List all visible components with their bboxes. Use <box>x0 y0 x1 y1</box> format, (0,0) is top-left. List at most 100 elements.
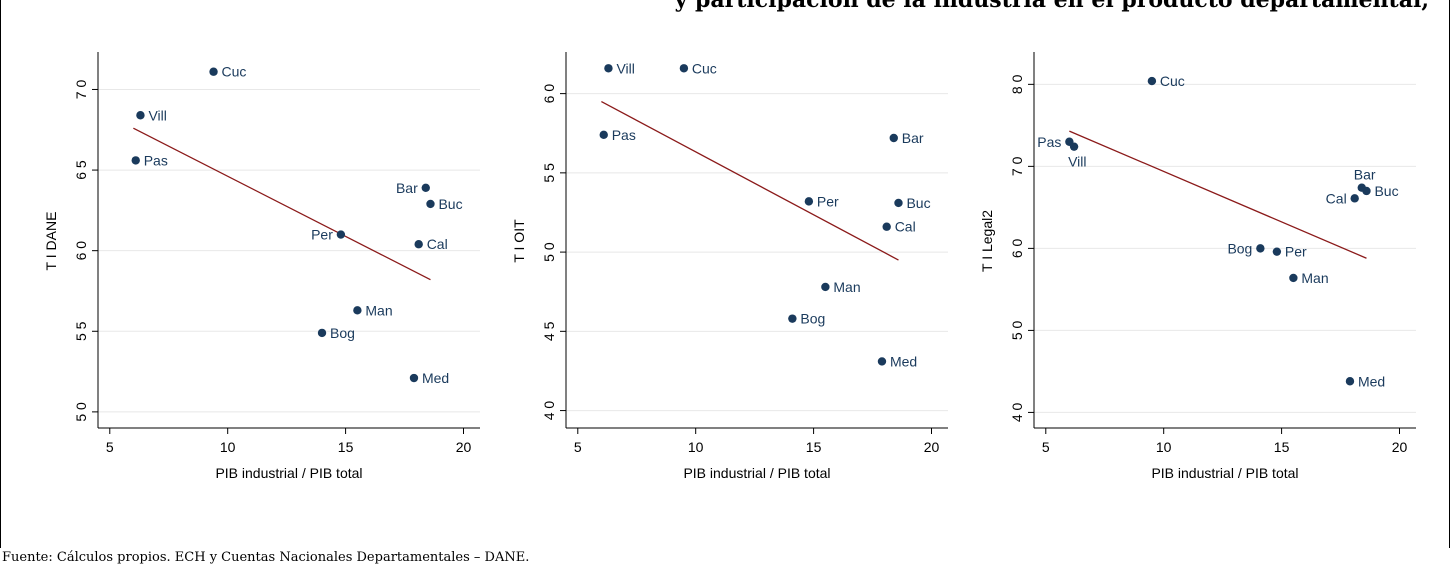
x-tick-label: 10 <box>688 439 704 455</box>
scatter-panel-3: 4 0 5 0 6 0 7 0 8 0 5 10 15 20 T I Legal2 PIB indu… <box>958 20 1423 515</box>
data-point-cal <box>414 240 423 249</box>
y-axis-title: T I DANE <box>43 212 59 271</box>
x-tick-label: 10 <box>1156 439 1172 455</box>
data-point-cal <box>882 222 891 231</box>
point-label: Pas <box>1037 134 1061 150</box>
fit-line <box>133 127 431 281</box>
y-tick-label: 6 0 <box>73 241 89 261</box>
fit-line <box>1069 130 1367 259</box>
fit-line <box>601 100 899 261</box>
y-axis-title: T I OIT <box>511 219 527 263</box>
point-label: Per <box>1285 244 1307 260</box>
point-label: Buc <box>1374 183 1398 199</box>
x-axis-title: PIB industrial / PIB total <box>1151 465 1298 481</box>
panel-background <box>22 20 487 515</box>
x-tick-label: 15 <box>1274 439 1290 455</box>
point-label: Bar <box>1354 167 1376 183</box>
y-tick-label: 6 0 <box>1009 238 1025 258</box>
data-point-vill <box>136 111 145 120</box>
data-point-med <box>1345 377 1355 386</box>
x-tick-label: 10 <box>220 439 236 455</box>
y-tick-label: 6 0 <box>541 84 557 104</box>
y-axis-title: T I Legal2 <box>979 210 995 272</box>
point-label: Man <box>1301 270 1328 286</box>
data-point-vill <box>1069 142 1079 151</box>
point-label: Bar <box>396 180 418 196</box>
point-label: Man <box>833 279 860 295</box>
scatter-panels: 5 0 5 5 6 0 6 5 7 0 5 10 15 20 T I DANE PIB indust… <box>22 20 1423 515</box>
data-point-cuc <box>679 64 689 73</box>
x-tick-label: 15 <box>806 439 822 455</box>
data-point-bog <box>788 314 797 323</box>
data-point-bar <box>421 183 430 193</box>
x-tick-label: 20 <box>1392 439 1408 455</box>
point-label: Med <box>422 370 449 386</box>
point-label: Pas <box>144 152 168 168</box>
point-label: Bar <box>902 130 924 146</box>
point-label: Cuc <box>692 60 717 76</box>
data-point-vill <box>604 64 613 73</box>
point-label: Med <box>890 353 917 369</box>
point-label: Man <box>365 302 392 318</box>
panel-background <box>958 20 1423 515</box>
point-label: Cal <box>427 236 448 252</box>
data-point-buc <box>426 199 435 209</box>
data-point-med <box>409 373 419 383</box>
data-point-man <box>1289 273 1298 283</box>
data-point-med <box>877 357 887 366</box>
point-label: Cuc <box>222 64 247 80</box>
data-point-cuc <box>209 67 218 76</box>
x-tick-label: 5 <box>106 439 114 455</box>
y-tick-label: 4 0 <box>1009 402 1025 422</box>
source-footnote: Fuente: Cálculos propios. ECH y Cuentas … <box>2 550 530 565</box>
point-label: Vill <box>1068 154 1086 170</box>
data-point-bar <box>889 133 898 143</box>
data-point-buc <box>1362 186 1371 196</box>
figure-frame <box>0 0 1450 548</box>
x-tick-label: 20 <box>456 439 472 455</box>
data-point-per <box>336 230 346 239</box>
data-point-pas <box>599 130 608 140</box>
y-tick-label: 5 5 <box>73 321 89 341</box>
x-axis-title: PIB industrial / PIB total <box>683 465 830 481</box>
data-point-bog <box>1256 244 1265 253</box>
y-tick-label: 5 5 <box>541 163 557 183</box>
scatter-panel-2: 4 0 4 5 5 0 5 5 6 0 5 10 15 20 T I OIT PIB industr… <box>490 20 955 515</box>
point-label: Vill <box>616 60 634 76</box>
data-point-cuc <box>1147 76 1157 86</box>
page-title: y participación de la industria en el pr… <box>674 0 1429 13</box>
point-label: Pas <box>612 127 636 143</box>
x-tick-label: 20 <box>924 439 940 455</box>
data-point-cal <box>1350 194 1359 203</box>
y-tick-label: 5 0 <box>541 242 557 262</box>
point-label: Bog <box>330 325 355 341</box>
data-point-buc <box>894 198 903 208</box>
point-label: Med <box>1358 373 1385 389</box>
data-point-per <box>1272 247 1282 256</box>
data-point-pas <box>131 156 140 165</box>
y-tick-label: 8 0 <box>1009 74 1025 94</box>
point-label: Cuc <box>1160 73 1185 89</box>
scatter-panel-1: 5 0 5 5 6 0 6 5 7 0 5 10 15 20 T I DANE PIB indust… <box>22 20 487 515</box>
y-tick-label: 5 0 <box>1009 320 1025 340</box>
y-tick-label: 7 0 <box>1009 156 1025 176</box>
panel-background <box>490 20 955 515</box>
y-tick-label: 5 0 <box>73 402 89 422</box>
point-label: Bog <box>1227 240 1252 256</box>
data-point-per <box>804 197 814 206</box>
x-tick-label: 5 <box>574 439 582 455</box>
data-point-bog <box>317 328 327 338</box>
x-axis-title: PIB industrial / PIB total <box>215 465 362 481</box>
data-point-man <box>353 306 362 315</box>
x-tick-label: 5 <box>1042 439 1050 455</box>
point-label: Buc <box>906 195 930 211</box>
point-label: Per <box>817 193 839 209</box>
point-label: Cal <box>895 219 916 235</box>
y-tick-label: 4 0 <box>541 401 557 421</box>
point-label: Per <box>311 227 333 243</box>
point-label: Bog <box>800 311 825 327</box>
y-tick-label: 6 5 <box>73 160 89 180</box>
y-tick-label: 7 0 <box>73 80 89 100</box>
data-point-man <box>821 282 830 292</box>
point-label: Cal <box>1326 190 1347 206</box>
